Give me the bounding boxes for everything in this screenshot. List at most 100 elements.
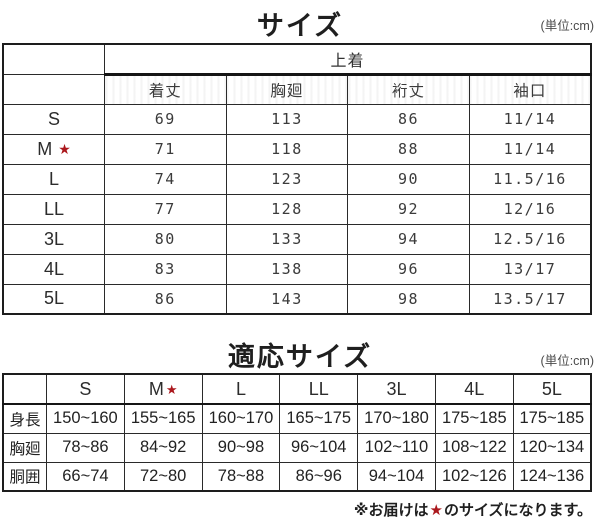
size-column-header: 袖口 — [468, 73, 592, 105]
size-value-cell: 113 — [225, 103, 349, 135]
fit-table-row: 胴囲 66~74 72~80 78~88 86~96 94~104 102~126 124~1… — [2, 461, 592, 492]
fit-column-header: 4L — [434, 373, 514, 405]
size-value-cell: 80 — [104, 223, 227, 255]
fit-column-header: LL — [279, 373, 359, 405]
size-row-label: 3L — [2, 223, 105, 255]
fit-value-cell: 90~98 — [201, 432, 281, 463]
fit-column-header: 5L — [512, 373, 592, 405]
fit-value-cell: 72~80 — [123, 461, 203, 492]
delivery-note-prefix: ※お届けは — [353, 502, 429, 519]
fit-value-cell: 108~122 — [434, 432, 514, 463]
fit-table-unit: (単位:cm) — [540, 354, 594, 368]
size-table-row: M ★ 71 118 88 11/14 — [2, 133, 592, 165]
star-icon: ★ — [165, 381, 178, 397]
size-value-cell: 83 — [104, 253, 227, 285]
size-table-row: S 69 113 86 11/14 — [2, 103, 592, 135]
fit-row-label: 胸廻 — [2, 432, 47, 463]
size-value-cell: 94 — [347, 223, 470, 255]
size-value-cell: 12.5/16 — [468, 223, 592, 255]
fit-value-cell: 78~88 — [201, 461, 281, 492]
size-table-row: 3L 80 133 94 12.5/16 — [2, 223, 592, 255]
size-row-label-text: L — [48, 168, 59, 189]
fit-value-cell: 150~160 — [46, 403, 125, 434]
size-row-label-text: S — [47, 108, 60, 129]
fit-column-header-text: 3L — [386, 378, 407, 399]
size-value-cell: 118 — [225, 133, 349, 165]
size-table-body: 上着 着丈 胸廻 裄丈 袖口 S 69 113 86 11/14 M ★ 71 118 88 11/14 L… — [2, 43, 592, 315]
size-value-cell: 74 — [104, 163, 227, 195]
size-value-cell: 96 — [347, 253, 470, 285]
size-table-row: L 74 123 90 11.5/16 — [2, 163, 592, 195]
fit-value-cell: 170~180 — [357, 403, 436, 434]
size-value-cell: 71 — [104, 133, 227, 165]
size-table-row: 5L 86 143 98 13.5/17 — [2, 283, 592, 315]
fit-table-body: S M ★ L LL 3L 4L 5L 身長 150~160 155~165 160~170 165~… — [2, 373, 592, 492]
fit-column-header: L — [201, 373, 281, 405]
size-table-row: LL 77 128 92 12/16 — [2, 193, 592, 225]
size-row-label-text: 3L — [43, 228, 65, 249]
size-value-cell: 69 — [104, 103, 227, 135]
size-row-label-text: M — [37, 138, 53, 159]
fit-value-cell: 96~104 — [279, 432, 359, 463]
size-row-label: 4L — [2, 253, 105, 285]
size-value-cell: 11.5/16 — [468, 163, 592, 195]
size-value-cell: 128 — [225, 193, 349, 225]
size-value-cell: 12/16 — [468, 193, 592, 225]
fit-value-cell: 160~170 — [201, 403, 281, 434]
fit-column-header: 3L — [357, 373, 436, 405]
size-value-cell: 90 — [347, 163, 470, 195]
size-value-cell: 13/17 — [468, 253, 592, 285]
fit-table-title: 適応サイズ — [227, 342, 373, 372]
star-icon: ★ — [429, 502, 443, 519]
fit-table-row: 胸廻 78~86 84~92 90~98 96~104 102~110 108~122 120… — [2, 432, 592, 463]
size-value-cell: 143 — [225, 283, 349, 315]
size-table-header-row: 着丈 胸廻 裄丈 袖口 — [2, 73, 592, 105]
delivery-note: ※お届けは★のサイズになります。 — [354, 499, 592, 520]
fit-value-cell: 102~110 — [357, 432, 436, 463]
fit-column-header-text: 4L — [464, 378, 485, 399]
star-icon: ★ — [58, 140, 71, 157]
size-table-corner-cell-2 — [2, 73, 105, 105]
fit-value-cell: 165~175 — [279, 403, 359, 434]
fit-value-cell: 94~104 — [357, 461, 436, 492]
size-value-cell: 92 — [347, 193, 470, 225]
size-table-unit: (単位:cm) — [540, 19, 594, 33]
size-column-header: 着丈 — [104, 73, 227, 105]
size-table-corner-cell — [2, 43, 105, 75]
fit-table-row: 身長 150~160 155~165 160~170 165~175 170~180 175… — [2, 403, 592, 434]
size-table-group-header: 上着 — [104, 43, 592, 76]
size-table-title: サイズ — [256, 11, 344, 41]
fit-value-cell: 155~165 — [123, 403, 203, 434]
size-column-header: 裄丈 — [347, 73, 470, 105]
fit-column-header-text: M — [148, 378, 164, 399]
delivery-note-suffix: のサイズになります。 — [443, 502, 592, 519]
fit-value-cell: 84~92 — [123, 432, 203, 463]
size-table-group-row: 上着 — [2, 43, 592, 76]
size-table: 上着 着丈 胸廻 裄丈 袖口 S 69 113 86 11/14 M ★ 71 118 88 11/14 L… — [2, 43, 592, 315]
size-value-cell: 13.5/17 — [468, 283, 592, 315]
fit-value-cell: 66~74 — [46, 461, 125, 492]
size-value-cell: 11/14 — [468, 133, 592, 165]
fit-table: S M ★ L LL 3L 4L 5L 身長 150~160 155~165 160~170 165~… — [2, 373, 592, 492]
fit-column-header-text: S — [79, 378, 92, 399]
fit-table-corner-cell — [2, 373, 47, 405]
fit-column-header: S — [46, 373, 125, 405]
fit-row-label: 身長 — [2, 403, 47, 434]
fit-column-header-text: 5L — [541, 378, 562, 399]
size-value-cell: 86 — [347, 103, 470, 135]
size-value-cell: 98 — [347, 283, 470, 315]
fit-value-cell: 175~185 — [434, 403, 514, 434]
size-value-cell: 77 — [104, 193, 227, 225]
fit-column-header-text: LL — [308, 378, 329, 399]
size-value-cell: 88 — [347, 133, 470, 165]
size-value-cell: 123 — [225, 163, 349, 195]
size-table-row: 4L 83 138 96 13/17 — [2, 253, 592, 285]
size-row-label: L — [2, 163, 105, 195]
fit-row-label: 胴囲 — [2, 461, 47, 492]
fit-value-cell: 102~126 — [434, 461, 514, 492]
size-column-header: 胸廻 — [225, 73, 349, 105]
fit-value-cell: 78~86 — [46, 432, 125, 463]
size-value-cell: 86 — [104, 283, 227, 315]
fit-column-header: M ★ — [123, 373, 203, 405]
